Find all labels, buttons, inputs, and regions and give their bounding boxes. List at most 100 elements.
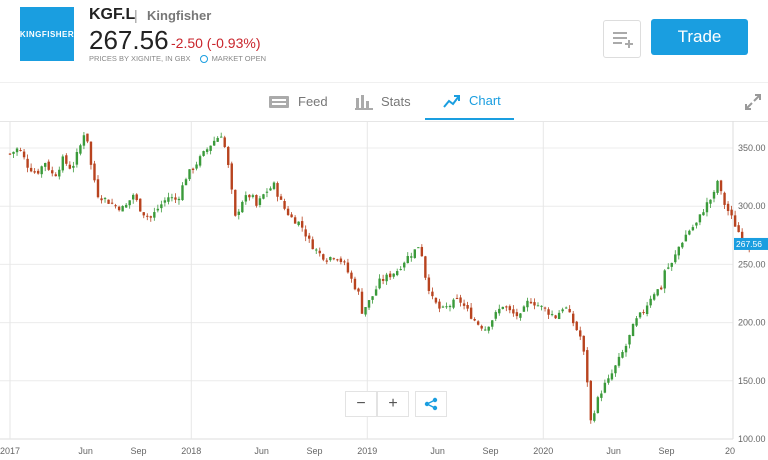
chart-icon (443, 94, 460, 108)
x-tick-label: Sep (658, 446, 674, 456)
expand-icon (745, 94, 761, 110)
candle-body (374, 289, 378, 296)
last-price-marker: 267.56 (734, 237, 768, 250)
candle-body (403, 262, 406, 268)
candle-body (174, 197, 177, 200)
candle-body (660, 287, 663, 290)
candle-body (100, 198, 103, 201)
candle-body (244, 195, 248, 202)
candle-body (156, 208, 160, 211)
candle-body (65, 155, 68, 164)
candle-body (293, 217, 297, 224)
candle-body (315, 249, 318, 251)
candle-body (498, 308, 501, 314)
candle-body (568, 308, 571, 313)
candle-body (44, 163, 47, 167)
title-separator: | (134, 7, 138, 23)
candle-body (276, 183, 279, 197)
candle-body (487, 326, 490, 331)
tab-chart[interactable]: Chart (425, 83, 514, 120)
candle-body (40, 166, 43, 175)
candle-body (677, 246, 680, 256)
candle-body (367, 300, 371, 308)
candle-body (476, 321, 480, 325)
candle-body (371, 296, 374, 300)
candle-body (579, 330, 582, 337)
candle-body (22, 151, 26, 158)
candle-body (227, 146, 230, 166)
candle-body (149, 216, 152, 218)
candle-body (674, 254, 677, 263)
candle-body (740, 231, 744, 242)
candle-body (262, 194, 265, 199)
share-button[interactable] (415, 391, 447, 417)
candle-body (712, 191, 716, 199)
watchlist-button[interactable] (603, 20, 641, 58)
add-to-list-icon (613, 32, 633, 48)
candle-body (688, 230, 691, 235)
price-chart[interactable]: 350.00 300.00 250.00 200.00 150.00 100.00 201… (0, 121, 768, 460)
candle-body (455, 297, 459, 299)
candle-body (730, 209, 733, 216)
candle-body (396, 271, 399, 276)
candle-body (188, 169, 191, 180)
candle-body (283, 201, 286, 209)
candle-body (491, 320, 494, 327)
candle-body (550, 314, 554, 316)
zoom-out-button[interactable]: − (345, 391, 377, 417)
candle-body (343, 261, 346, 263)
candle-body (434, 297, 438, 303)
stats-icon (355, 94, 373, 110)
trade-button[interactable]: Trade (651, 19, 748, 55)
candle-body (466, 305, 469, 309)
candle-body (417, 247, 420, 249)
candle-body (72, 165, 75, 168)
candle-body (695, 222, 698, 226)
candle-body (529, 301, 533, 304)
candle-body (399, 269, 402, 271)
candle-body (61, 156, 64, 171)
candle-body (33, 171, 36, 173)
tab-stats[interactable]: Stats (355, 83, 411, 120)
candle-body (121, 206, 124, 212)
x-tick-label: Jun (606, 446, 621, 456)
zoom-in-button[interactable]: + (377, 391, 409, 417)
candle-body (86, 133, 89, 142)
candle-body (255, 194, 258, 206)
candle-body (220, 136, 223, 138)
kingfisher-logo: KINGFISHER (20, 7, 74, 61)
candle-body (269, 188, 272, 191)
candle-body (554, 315, 557, 319)
candle-body (212, 140, 216, 146)
candle-body (631, 323, 635, 337)
candle-body (318, 250, 321, 254)
chart-grid (0, 121, 734, 440)
fullscreen-button[interactable] (744, 93, 762, 111)
last-price-label: 267.56 (736, 239, 762, 249)
company-name: Kingfisher (147, 8, 212, 23)
x-tick-label: Jun (78, 446, 93, 456)
candle-body (68, 164, 72, 169)
x-tick-label: Sep (130, 446, 146, 456)
candle-body (557, 312, 561, 320)
candle-body (75, 152, 79, 165)
tab-stats-label: Stats (381, 94, 411, 109)
candle-body (667, 267, 670, 269)
candle-body (505, 306, 508, 308)
candle-body (445, 306, 448, 308)
candle-body (170, 197, 174, 199)
candle-body (216, 137, 219, 142)
candle-body (12, 151, 15, 154)
candle-body (251, 195, 255, 197)
feed-icon (269, 95, 289, 108)
last-price-badge (734, 237, 768, 250)
candle-body (484, 329, 487, 331)
candle-body (79, 145, 82, 154)
x-tick-label: 2020 (533, 446, 553, 456)
candle-body (93, 163, 96, 181)
y-tick-label: 350.00 (738, 143, 766, 153)
candle-body (58, 169, 61, 177)
candle-body (526, 300, 529, 308)
tab-feed[interactable]: Feed (268, 83, 328, 120)
candle-body (297, 221, 300, 226)
